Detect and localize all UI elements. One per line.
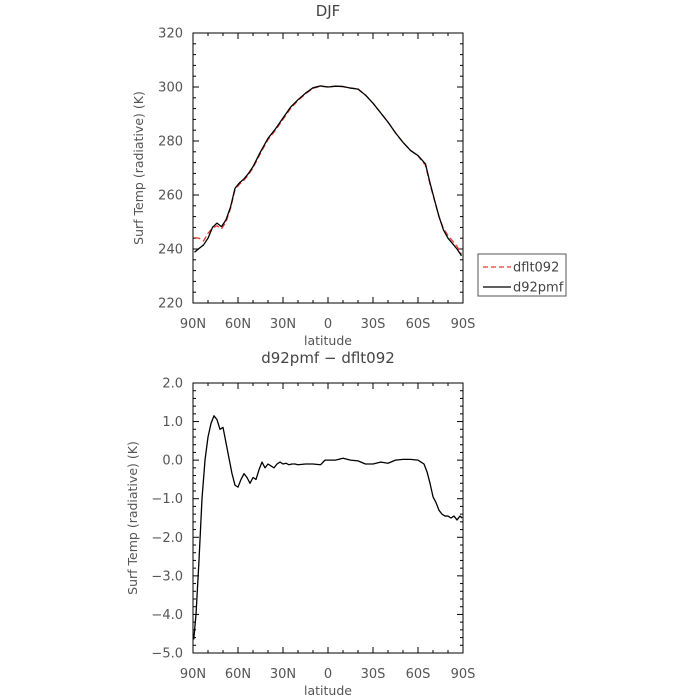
x-tick-label: 60N (225, 667, 251, 682)
y-tick-label: −2.0 (151, 531, 183, 546)
legend-label-dflt092: dflt092 (513, 261, 559, 276)
x-tick-label: 0 (324, 317, 332, 332)
y-tick-label: −4.0 (151, 608, 183, 623)
y-tick-label: −3.0 (151, 569, 183, 584)
y-tick-label: 1.0 (162, 415, 183, 430)
legend-box (477, 253, 567, 297)
top-chart-y-axis-label: Surf Temp (radiative) (K) (131, 91, 146, 245)
bottom-chart-x-axis-label: latitude (304, 683, 352, 698)
x-tick-label: 30N (270, 317, 296, 332)
x-tick-label: 90N (180, 317, 206, 332)
series-line-d92pmf-dflt092 (193, 415, 463, 640)
top-chart-y-tick-labels: 220 240 260 280 300 320 (158, 27, 183, 312)
y-tick-label: 320 (158, 27, 183, 42)
x-tick-label: 30S (361, 667, 386, 682)
bottom-chart-series (193, 415, 463, 640)
top-chart-x-axis-label: latitude (304, 333, 352, 348)
y-tick-label: 0.0 (162, 454, 183, 469)
x-tick-label: 90N (180, 667, 206, 682)
y-tick-label: 240 (158, 243, 183, 258)
bottom-chart-y-axis-label: Surf Temp (radiative) (K) (125, 441, 140, 595)
x-tick-label: 90S (451, 667, 476, 682)
x-tick-label: 30N (270, 667, 296, 682)
y-tick-label: 300 (158, 81, 183, 96)
x-tick-label: 60N (225, 317, 251, 332)
bottom-chart-plot-frame (192, 382, 464, 654)
y-tick-label: 220 (158, 297, 183, 312)
legend: dflt092 d92pmf (477, 253, 567, 297)
y-tick-label: 260 (158, 189, 183, 204)
y-tick-label: 280 (158, 135, 183, 150)
series-line-dflt092 (194, 85, 463, 255)
series-line-d92pmf (194, 85, 463, 257)
top-chart-title: DJF (316, 2, 341, 20)
top-chart-series (194, 85, 463, 257)
bottom-chart-title: d92pmf − dflt092 (261, 349, 395, 367)
top-chart-x-tick-labels: 90N 60N 30N 0 30S 60S 90S (180, 317, 476, 332)
x-tick-label: 60S (406, 317, 431, 332)
top-chart-ticks (192, 32, 464, 304)
x-tick-label: 60S (406, 667, 431, 682)
legend-label-d92pmf: d92pmf (513, 281, 564, 296)
bottom-chart-x-tick-labels: 90N 60N 30N 0 30S 60S 90S (180, 667, 476, 682)
bottom-chart-y-tick-labels: −5.0 −4.0 −3.0 −2.0 −1.0 0.0 1.0 2.0 (151, 377, 183, 662)
bottom-chart-ticks (192, 382, 464, 654)
x-tick-label: 30S (361, 317, 386, 332)
top-chart: DJF 90N 60N 30N 0 30S 60S 90S 220 240 260 280 300 3… (131, 2, 475, 348)
y-tick-label: −5.0 (151, 647, 183, 662)
bottom-chart: d92pmf − dflt092 90N 60N 30N 0 30S 60S 90S −5.… (125, 349, 475, 698)
x-tick-label: 90S (451, 317, 476, 332)
y-tick-label: −1.0 (151, 492, 183, 507)
x-tick-label: 0 (324, 667, 332, 682)
y-tick-label: 2.0 (162, 377, 183, 392)
top-chart-plot-frame (192, 32, 464, 304)
